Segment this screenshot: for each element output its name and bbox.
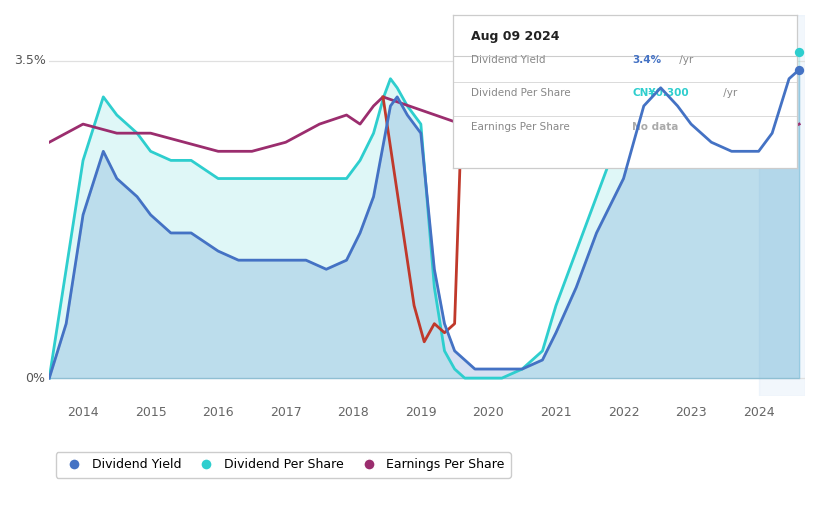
Text: 3.5%: 3.5% (14, 54, 45, 67)
Point (792, 66, 805, 74)
Text: 0%: 0% (25, 371, 45, 385)
Text: Past: Past (761, 30, 787, 44)
Point (792, 47, 805, 55)
Bar (759, 15, 805, 396)
Legend: Dividend Yield, Dividend Per Share, Earnings Per Share: Dividend Yield, Dividend Per Share, Earn… (56, 452, 511, 478)
